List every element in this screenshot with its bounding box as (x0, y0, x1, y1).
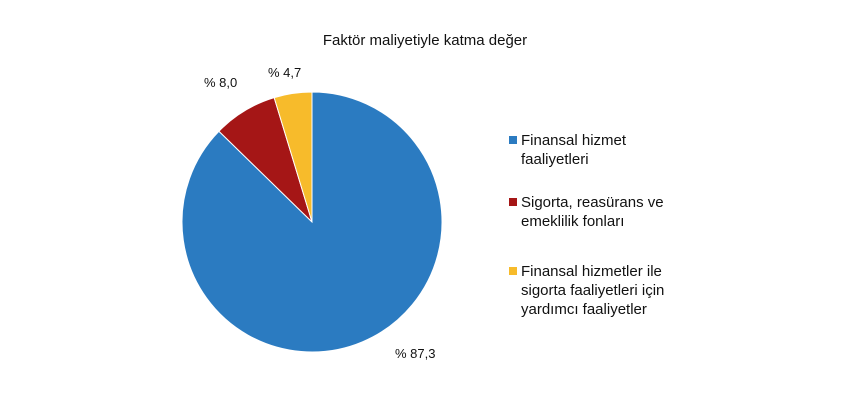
legend-label: Finansal hizmetler ile sigorta faaliyetl… (521, 263, 665, 318)
data-label-0: % 87,3 (395, 346, 436, 361)
pie-slice-2 (273, 91, 313, 223)
data-label-1: % 8,0 (204, 75, 238, 90)
legend-swatch (509, 198, 517, 206)
legend-label: Finansal hizmet faaliyetleri (521, 132, 627, 168)
legend-label: Sigorta, reasürans ve emeklilik fonları (521, 194, 664, 230)
legend-swatch (509, 136, 517, 144)
legend-swatch (509, 267, 517, 275)
chart-title: Faktör maliyetiyle katma değer (322, 32, 528, 49)
data-label-2: % 4,7 (268, 65, 302, 80)
